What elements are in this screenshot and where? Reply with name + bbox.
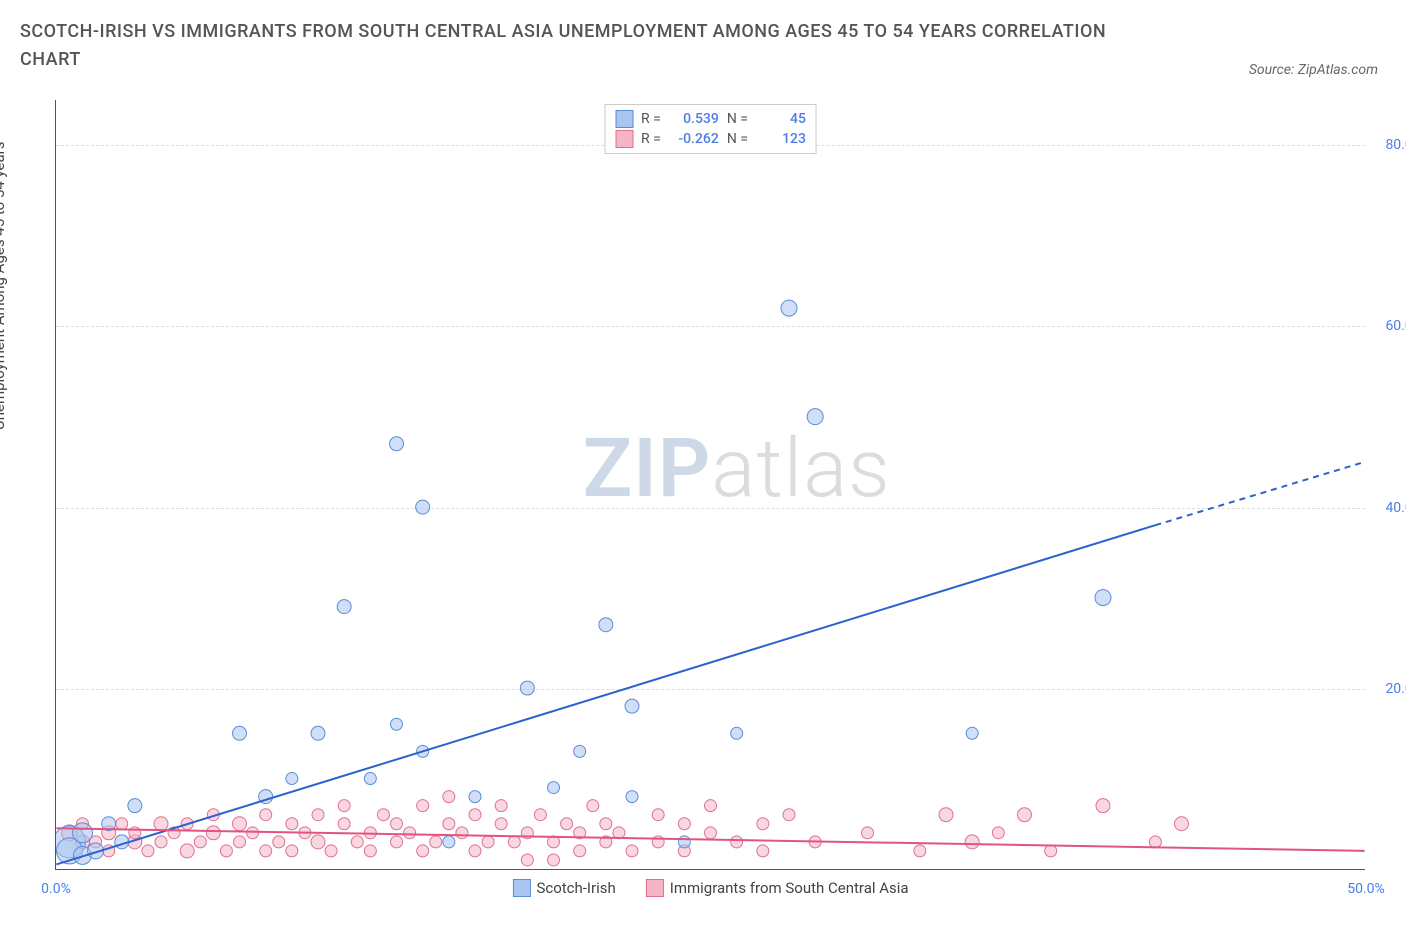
- y-axis-label: Unemployment Among Ages 45 to 54 years: [0, 142, 8, 430]
- legend-r-value-1: -0.262: [669, 131, 719, 147]
- chart-canvas: [56, 100, 1365, 869]
- legend-bottom: Scotch-Irish Immigrants from South Centr…: [512, 879, 908, 897]
- legend-r-value-0: 0.539: [669, 111, 719, 127]
- legend-item-1: Immigrants from South Central Asia: [646, 879, 909, 897]
- y-tick-label: 40.0%: [1385, 500, 1406, 516]
- legend-n-value-1: 123: [756, 131, 806, 147]
- y-tick-label: 80.0%: [1385, 137, 1406, 153]
- legend-r-label: R =: [641, 111, 661, 127]
- x-tick-label: 50.0%: [1347, 881, 1385, 897]
- legend-n-label: N =: [727, 131, 748, 147]
- legend-n-label: N =: [727, 111, 748, 127]
- legend-r-label: R =: [641, 131, 661, 147]
- swatch-series-0-icon: [615, 110, 633, 128]
- chart-source: Source: ZipAtlas.com: [1249, 62, 1378, 78]
- legend-n-value-0: 45: [756, 111, 806, 127]
- plot-area: ZIPatlas R = 0.539 N = 45 R = -0.262 N =…: [55, 100, 1365, 870]
- swatch-bottom-0-icon: [512, 879, 530, 897]
- y-tick-label: 60.0%: [1385, 318, 1406, 334]
- y-tick-label: 20.0%: [1385, 681, 1406, 697]
- legend-bottom-label-1: Immigrants from South Central Asia: [670, 879, 909, 897]
- legend-row-series-1: R = -0.262 N = 123: [615, 129, 806, 149]
- swatch-bottom-1-icon: [646, 879, 664, 897]
- legend-bottom-label-0: Scotch-Irish: [536, 879, 615, 897]
- swatch-series-1-icon: [615, 130, 633, 148]
- legend-item-0: Scotch-Irish: [512, 879, 615, 897]
- x-tick-label: 0.0%: [41, 881, 71, 897]
- legend-correlation-box: R = 0.539 N = 45 R = -0.262 N = 123: [604, 104, 817, 154]
- legend-row-series-0: R = 0.539 N = 45: [615, 109, 806, 129]
- chart-title: SCOTCH-IRISH VS IMMIGRANTS FROM SOUTH CE…: [20, 18, 1120, 74]
